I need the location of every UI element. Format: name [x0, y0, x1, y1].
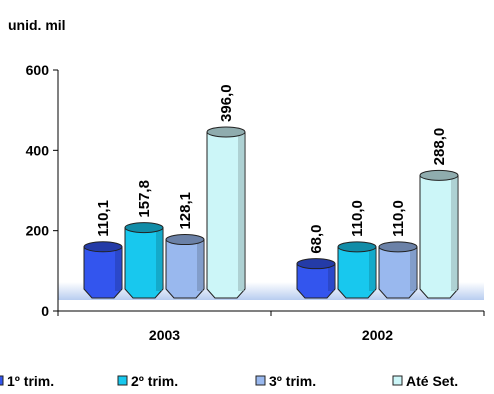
bar-shade: [410, 246, 416, 291]
y-tick-label: 0: [41, 303, 49, 319]
legend-swatch: [0, 375, 4, 386]
legend: 1º trim. 2º trim. 3º trim. Até Set.: [0, 373, 458, 389]
data-label: 396,0: [218, 84, 235, 122]
data-label: 68,0: [308, 224, 325, 253]
data-label: 128,1: [177, 192, 194, 230]
bar-shade: [238, 131, 244, 291]
legend-label: 3º trim.: [269, 373, 316, 389]
legend-swatch: [117, 375, 128, 386]
bar: [337, 241, 377, 299]
data-label: 288,0: [431, 128, 448, 166]
plot-area: 0 200 400 600 2003 2002 110,1 157,8 128,1 396,0 68…: [26, 62, 485, 343]
bar: [83, 241, 123, 299]
bar-shade: [328, 263, 334, 291]
data-label: 110,0: [390, 200, 407, 237]
unit-label: unid. mil: [8, 17, 66, 33]
legend-item: 2º trim.: [117, 373, 178, 389]
bar-shade: [369, 246, 375, 291]
bar-top: [378, 241, 418, 253]
bar: [165, 234, 205, 299]
bar-shade: [156, 227, 162, 291]
legend-label: 2º trim.: [131, 373, 178, 389]
bar-shade: [197, 239, 203, 291]
x-tick-label: 2002: [362, 327, 393, 343]
floor-band: [58, 282, 484, 300]
data-label: 157,8: [136, 180, 153, 218]
bar: [206, 126, 246, 299]
legend-item: 3º trim.: [255, 373, 316, 389]
bar-top: [206, 126, 246, 138]
bar-top: [296, 258, 336, 270]
legend-swatch: [255, 375, 266, 386]
bar: [124, 222, 164, 299]
bar-top: [337, 241, 377, 253]
legend-label: Até Set.: [406, 373, 458, 389]
x-tick-label: 2003: [149, 327, 180, 343]
legend-swatch: [392, 375, 403, 386]
data-label: 110,1: [95, 200, 112, 237]
y-tick-label: 600: [26, 62, 50, 78]
bar: [378, 241, 418, 299]
bar-top: [83, 241, 123, 253]
legend-item: 1º trim.: [0, 373, 54, 389]
bar-top: [165, 234, 205, 246]
bar-shade: [451, 175, 457, 291]
bar-top: [124, 222, 164, 234]
bar: [419, 169, 459, 299]
bar-shade: [115, 246, 121, 291]
bar-top: [419, 169, 459, 181]
y-tick-label: 400: [26, 142, 50, 158]
y-tick-label: 200: [26, 223, 50, 239]
legend-item: Até Set.: [392, 373, 458, 389]
legend-label: 1º trim.: [7, 373, 54, 389]
data-label: 110,0: [349, 200, 366, 237]
bar: [296, 258, 336, 299]
